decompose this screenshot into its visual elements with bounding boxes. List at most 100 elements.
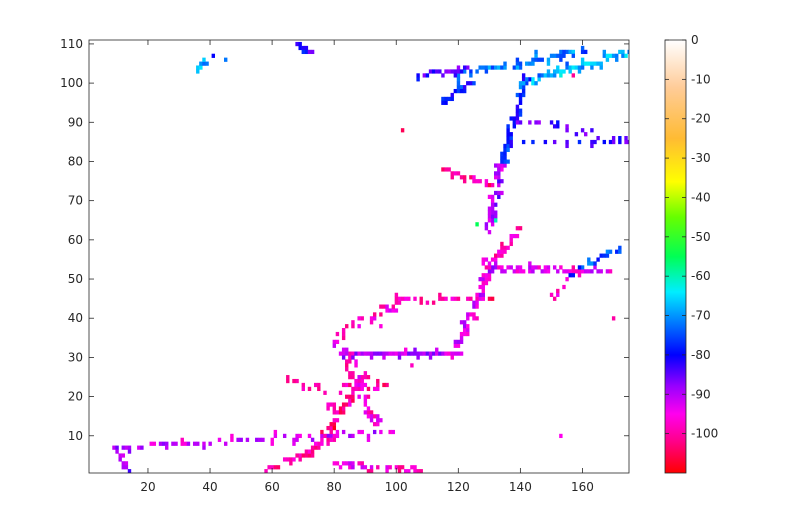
heatmap-cell: [543, 265, 548, 270]
heatmap-cell: [118, 457, 122, 462]
heatmap-cell: [397, 469, 402, 473]
heatmap-cell: [605, 53, 610, 58]
heatmap-cell: [199, 61, 203, 66]
heatmap-cell: [568, 65, 572, 70]
heatmap-cell: [450, 296, 454, 301]
heatmap-cell: [335, 433, 340, 439]
heatmap-cell: [500, 190, 504, 196]
heatmap-cell: [273, 465, 278, 470]
heatmap-cell: [487, 206, 492, 211]
heatmap-cell: [490, 202, 495, 207]
heatmap-cell: [615, 53, 619, 58]
heatmap-cell: [391, 308, 395, 313]
heatmap-cell: [435, 351, 439, 356]
heatmap-cell: [531, 77, 535, 82]
heatmap-cell: [577, 273, 582, 278]
heatmap-cell: [382, 304, 386, 309]
heatmap-cell: [543, 73, 548, 78]
heatmap-cell: [484, 226, 489, 231]
heatmap-cell: [602, 139, 607, 145]
heatmap-cell: [605, 57, 610, 62]
heatmap-cell: [549, 73, 554, 78]
heatmap-cell: [428, 351, 433, 356]
heatmap-cell: [360, 378, 364, 384]
heatmap-cell: [521, 92, 526, 98]
heatmap-cell: [543, 139, 548, 145]
heatmap-cell: [528, 61, 532, 66]
heatmap-cell: [379, 418, 383, 423]
heatmap-cell: [487, 218, 492, 223]
heatmap-cell: [354, 382, 358, 388]
heatmap-cell: [329, 433, 333, 439]
heatmap-cell: [481, 65, 485, 70]
heatmap-cell: [180, 441, 184, 446]
heatmap-cell: [618, 245, 622, 250]
heatmap-cell: [112, 445, 116, 450]
heatmap-cell: [509, 233, 513, 239]
heatmap-cell: [202, 61, 206, 66]
heatmap-cell: [372, 422, 377, 427]
heatmap-cell: [351, 375, 355, 380]
heatmap-cell: [500, 167, 504, 172]
heatmap-cell: [410, 465, 414, 470]
heatmap-cell: [428, 355, 433, 360]
heatmap-cell: [354, 359, 358, 364]
heatmap-cell: [438, 351, 442, 356]
heatmap-cell: [556, 53, 560, 58]
heatmap-cell: [345, 351, 349, 356]
heatmap-cell: [431, 351, 436, 356]
heatmap-cell: [494, 210, 498, 215]
heatmap-cell: [500, 253, 504, 258]
heatmap-cell: [503, 245, 507, 250]
heatmap-cell: [587, 61, 591, 66]
heatmap-cell: [481, 273, 485, 278]
heatmap-cell: [192, 441, 197, 446]
heatmap-cell: [494, 214, 498, 219]
heatmap-cell: [338, 410, 343, 415]
heatmap-cell: [115, 449, 119, 454]
heatmap-cell: [258, 437, 262, 442]
heatmap-cell: [286, 375, 290, 380]
heatmap-cell: [307, 386, 312, 392]
heatmap-cell: [503, 147, 507, 152]
heatmap-cell: [332, 461, 337, 466]
heatmap-cell: [224, 441, 228, 446]
heatmap-cell: [127, 449, 132, 454]
heatmap-cell: [245, 437, 250, 442]
heatmap-cell: [407, 469, 411, 473]
heatmap-cell: [494, 253, 498, 258]
heatmap-cell: [546, 61, 551, 66]
heatmap-cell: [341, 461, 346, 466]
heatmap-cell: [360, 351, 364, 356]
heatmap-cell: [376, 418, 380, 423]
heatmap-cell: [556, 124, 560, 129]
heatmap-cell: [372, 429, 377, 435]
heatmap-cell: [323, 433, 327, 439]
heatmap-cell: [497, 65, 501, 70]
heatmap-cell: [456, 77, 461, 82]
heatmap-cell: [475, 304, 479, 309]
heatmap-cell: [332, 339, 337, 344]
heatmap-cell: [348, 433, 352, 439]
heatmap-cell: [351, 386, 355, 392]
heatmap-cell: [354, 386, 358, 392]
heatmap-cell: [357, 461, 361, 466]
heatmap-cell: [326, 437, 330, 442]
heatmap-cell: [127, 469, 132, 473]
heatmap-cell: [310, 453, 315, 458]
heatmap-cell: [624, 139, 628, 145]
heatmap-cell: [270, 441, 274, 446]
heatmap-cell: [435, 347, 439, 352]
heatmap-cell: [611, 53, 616, 58]
heatmap-cell: [497, 190, 501, 196]
heatmap-cell: [518, 85, 523, 90]
heatmap-cell: [376, 414, 380, 419]
heatmap-cell: [518, 61, 523, 66]
heatmap-cell: [317, 441, 321, 446]
heatmap-cell: [506, 265, 510, 270]
heatmap-cell: [484, 277, 489, 282]
heatmap-cell: [450, 351, 454, 356]
heatmap-cell: [580, 269, 585, 274]
heatmap-cell: [264, 469, 268, 473]
heatmap-cells: [112, 41, 629, 473]
